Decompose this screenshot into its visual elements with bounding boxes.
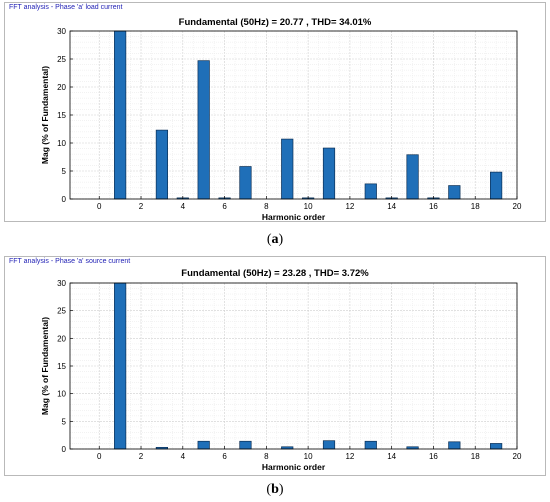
bar-h15 — [406, 154, 419, 200]
subfigure-letter-a: a — [271, 232, 279, 247]
y-tick-label: 25 — [57, 55, 66, 64]
x-tick-label: 16 — [429, 452, 438, 461]
x-tick-label: 6 — [222, 202, 227, 211]
x-tick-label: 14 — [387, 202, 396, 211]
bar-h17 — [448, 441, 461, 450]
y-axis-label: Mag (% of Fundamental) — [40, 317, 50, 415]
fft-panel-a: FFT analysis - Phase 'a' load current Fu… — [4, 2, 546, 247]
x-tick-label: 18 — [471, 202, 480, 211]
x-tick-label: 12 — [345, 202, 354, 211]
bar-h11 — [322, 440, 336, 450]
bar-h13 — [364, 440, 377, 450]
y-tick-label: 10 — [57, 139, 66, 148]
y-tick-label: 0 — [62, 445, 67, 454]
x-tick-label: 18 — [471, 452, 480, 461]
subfigure-letter-b: b — [271, 482, 279, 497]
y-tick-label: 25 — [57, 307, 66, 316]
x-tick-label: 2 — [139, 202, 144, 211]
x-tick-label: 0 — [97, 452, 102, 461]
y-tick-label: 10 — [57, 390, 66, 399]
x-axis-label: Harmonic order — [262, 212, 326, 222]
x-tick-label: 8 — [264, 452, 269, 461]
y-tick-label: 15 — [57, 362, 66, 371]
x-tick-label: 8 — [264, 202, 269, 211]
harmonic-spectrum-chart-a: 0 2 4 6 8 10 12 14 16 18 20 0 5 10 15 20 25 30 Harmonic or… — [40, 27, 522, 222]
bar-h13 — [364, 183, 377, 200]
bar-h19 — [490, 443, 503, 450]
chart-title-b: Fundamental (50Hz) = 23.28 , THD= 3.72% — [181, 268, 369, 279]
x-tick-label: 16 — [429, 202, 438, 211]
x-tick-label: 12 — [345, 452, 354, 461]
fft-window-title-b: FFT analysis - Phase 'a' source current — [9, 258, 131, 265]
bar-h11 — [322, 147, 336, 200]
subfigure-label-a: (a) — [266, 232, 284, 247]
x-tick-label: 4 — [181, 202, 186, 211]
chart-title-a: Fundamental (50Hz) = 20.77 , THD= 34.01% — [178, 17, 372, 28]
y-tick-label: 30 — [57, 27, 66, 36]
harmonic-spectrum-chart-b: 0 2 4 6 8 10 12 14 16 18 20 0 5 10 15 20 25 30 Harmonic or… — [40, 279, 522, 472]
bar-h17 — [448, 185, 461, 200]
y-tick-label: 15 — [57, 111, 66, 120]
subfigure-label-b: (b) — [266, 482, 284, 497]
y-tick-label: 30 — [57, 279, 66, 288]
bar-h9 — [281, 138, 294, 200]
bar-h19 — [490, 171, 503, 200]
fft-window-title-a: FFT analysis - Phase 'a' load current — [9, 4, 123, 11]
x-tick-label: 20 — [513, 452, 522, 461]
y-tick-label: 20 — [57, 83, 66, 92]
x-axis-label: Harmonic order — [262, 462, 326, 472]
bar-h5 — [197, 60, 210, 200]
x-tick-label: 14 — [387, 452, 396, 461]
x-tick-label: 6 — [222, 452, 227, 461]
bar-h7 — [239, 166, 252, 200]
y-tick-label: 0 — [62, 195, 67, 204]
fft-panel-b: FFT analysis - Phase 'a' source current … — [0, 252, 550, 502]
y-tick-label: 5 — [62, 417, 67, 426]
bar-h1 — [114, 30, 127, 200]
x-tick-label: 2 — [139, 452, 144, 461]
y-axis-label: Mag (% of Fundamental) — [40, 66, 50, 164]
x-tick-label: 4 — [181, 452, 186, 461]
x-tick-label: 10 — [304, 452, 313, 461]
bar-h1 — [114, 282, 127, 450]
bar-h3 — [155, 129, 169, 200]
x-tick-label: 20 — [513, 202, 522, 211]
bar-h7 — [239, 440, 252, 450]
bar-h5 — [197, 440, 210, 450]
x-tick-label: 10 — [304, 202, 313, 211]
y-tick-label: 20 — [57, 334, 66, 343]
x-tick-label: 0 — [97, 202, 102, 211]
y-tick-label: 5 — [62, 167, 67, 176]
